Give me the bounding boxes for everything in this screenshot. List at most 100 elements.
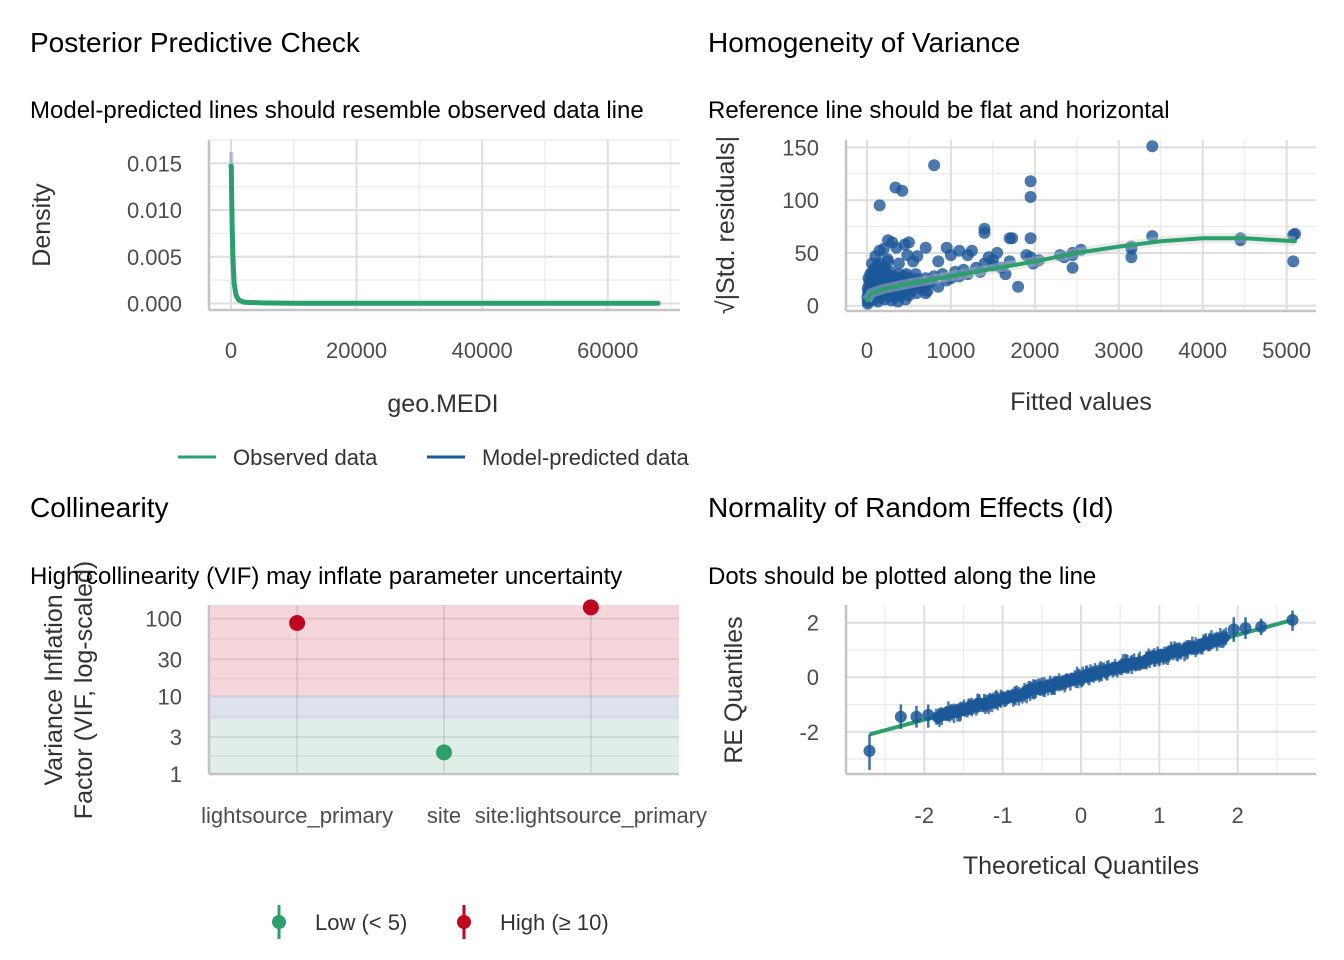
panel-posterior-predictive-check: Posterior Predictive Check Model-predict… [28,27,689,470]
panel-subtitle: Reference line should be flat and horizo… [708,97,1170,124]
data-point [1024,175,1037,188]
y-tick-label: 10 [158,684,182,709]
data-point [901,249,914,262]
data-point [1220,631,1231,642]
data-point [1287,255,1300,268]
data-point [1024,232,1037,245]
x-tick-label: 3000 [1094,338,1143,363]
panel-title: Homogeneity of Variance [708,27,1020,58]
data-point [919,241,932,254]
vif-band-moderate [209,696,679,720]
data-point [897,270,910,283]
data-point [944,249,957,262]
data-point [1146,140,1159,153]
data-point [1255,620,1268,633]
vif-point [582,599,599,616]
plot-smooth [862,233,1297,303]
y-tick-label: 30 [158,647,182,672]
legend-label-low: Low (< 5) [315,910,407,935]
y-axis-label-line1: Variance Inflation [40,594,68,785]
data-point [1239,622,1252,635]
vif-point [289,614,306,631]
plot-points [289,599,599,761]
panel-subtitle: Dots should be plotted along the line [708,563,1096,590]
y-axis-label: Density [28,183,56,267]
data-point [1125,251,1138,264]
data-point [928,159,941,172]
x-axis-label: geo.MEDI [387,390,498,418]
plot-grid [846,605,1316,774]
panel-title: Collinearity [30,492,169,523]
panel-collinearity: Collinearity 1 3 10 30 100 lightsource_primar… [30,492,707,939]
legend-swatch-low [272,905,286,939]
data-point [922,708,935,721]
data-point [1289,227,1301,240]
y-tick-label: 3 [170,725,182,750]
y-tick-label: 0 [807,665,819,690]
axis-ticks: 0 20000 40000 60000 0.000 0.005 0.010 0.015 [127,151,638,363]
data-point [999,268,1012,281]
y-tick-label: 1 [170,762,182,787]
x-tick-label: 1 [1153,803,1165,828]
y-tick-label: 0 [807,294,819,319]
panel-title: Posterior Predictive Check [30,27,361,58]
y-tick-label: 100 [782,188,819,213]
vif-point [436,744,452,761]
smooth-line [865,236,1297,303]
data-point [1146,230,1159,243]
data-point [1066,261,1079,274]
x-axis-label: Theoretical Quantiles [963,852,1199,880]
x-tick-label: site [427,803,461,828]
data-point [1227,623,1240,636]
data-point [881,253,894,266]
data-point [1024,191,1037,203]
data-point [921,284,934,297]
axis-ticks: 0 1000 2000 3000 4000 5000 0 50 100 150 [782,135,1311,363]
data-point [932,255,945,268]
y-axis-label: RE Quantiles [720,616,748,763]
y-tick-label: 150 [782,135,819,160]
x-tick-label: 4000 [1178,338,1227,363]
x-axis-label: Fitted values [1010,388,1152,416]
data-point [873,199,886,212]
data-point [1286,613,1299,626]
x-tick-label: 60000 [577,338,638,363]
axis-ticks: 1 3 10 30 100 lightsource_primary site site:lig… [145,607,707,828]
x-tick-label: 20000 [326,338,387,363]
x-tick-label: site:lightsource_primary [475,803,707,828]
legend-label-high: High (≥ 10) [500,910,609,935]
y-tick-label: 50 [795,241,819,266]
series-line-observed [228,163,661,306]
y-tick-label: 100 [145,607,182,632]
x-tick-label: lightsource_primary [201,803,393,828]
plot-points [861,140,1301,310]
y-tick-label: 0.005 [127,245,182,270]
x-tick-label: 0 [1075,803,1087,828]
panel-homogeneity-of-variance: Homogeneity of Variance Reference line s… [708,27,1316,416]
plot-series [228,151,661,306]
x-tick-label: 40000 [452,338,513,363]
plot-points [863,610,1299,770]
data-point [894,710,907,723]
x-tick-label: 2000 [1010,338,1059,363]
legend-label-observed: Observed data [233,445,378,470]
y-tick-label: 0.010 [127,198,182,223]
x-tick-label: 1000 [926,338,975,363]
x-tick-label: 0 [861,338,873,363]
data-point [896,184,909,197]
x-tick-label: 0 [225,338,237,363]
x-tick-label: -2 [915,803,935,828]
y-axis-label: √|Std. residuals| [712,136,740,314]
y-axis-label-line2: Factor (VIF, log-scaled) [70,561,98,819]
data-point [892,257,905,270]
legend-vif: Low (< 5) High (≥ 10) [272,905,609,939]
panel-subtitle: Model-predicted lines should resemble ob… [30,97,644,124]
vif-band-high [209,605,679,697]
data-point [978,226,991,239]
panel-normality-random-effects: Normality of Random Effects (Id) -2 -1 0 1 2… [708,492,1316,880]
data-point [883,270,896,283]
y-tick-label: 0.015 [127,151,182,176]
legend-swatch-high [457,905,471,939]
legend-ppc: Observed data Model-predicted data [178,445,689,470]
